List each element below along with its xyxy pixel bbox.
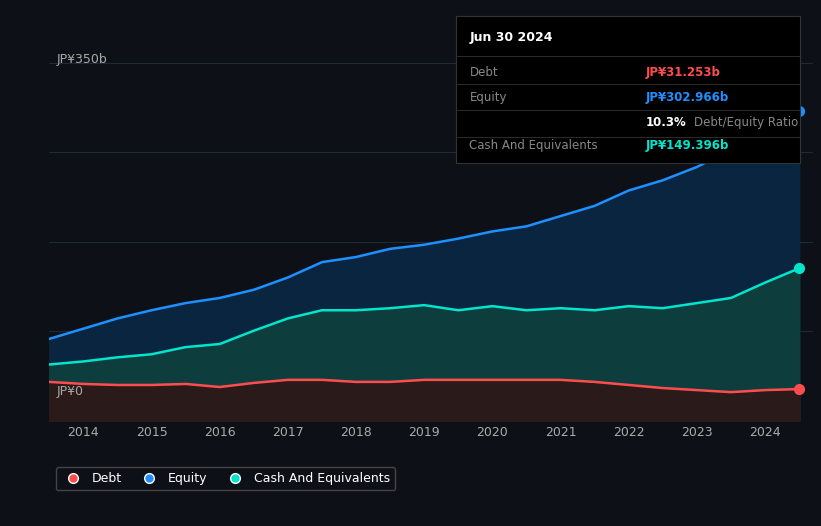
Text: JP¥31.253b: JP¥31.253b (645, 66, 720, 79)
Text: JP¥302.966b: JP¥302.966b (645, 91, 728, 104)
Text: JP¥350b: JP¥350b (57, 54, 108, 66)
Text: JP¥0: JP¥0 (57, 385, 84, 398)
Text: Debt: Debt (470, 66, 498, 79)
Text: Jun 30 2024: Jun 30 2024 (470, 31, 553, 44)
Legend: Debt, Equity, Cash And Equivalents: Debt, Equity, Cash And Equivalents (56, 467, 395, 490)
Text: JP¥149.396b: JP¥149.396b (645, 139, 729, 153)
Text: Cash And Equivalents: Cash And Equivalents (470, 139, 598, 153)
Text: 10.3%: 10.3% (645, 116, 686, 129)
Text: Equity: Equity (470, 91, 507, 104)
Text: Debt/Equity Ratio: Debt/Equity Ratio (694, 116, 798, 129)
